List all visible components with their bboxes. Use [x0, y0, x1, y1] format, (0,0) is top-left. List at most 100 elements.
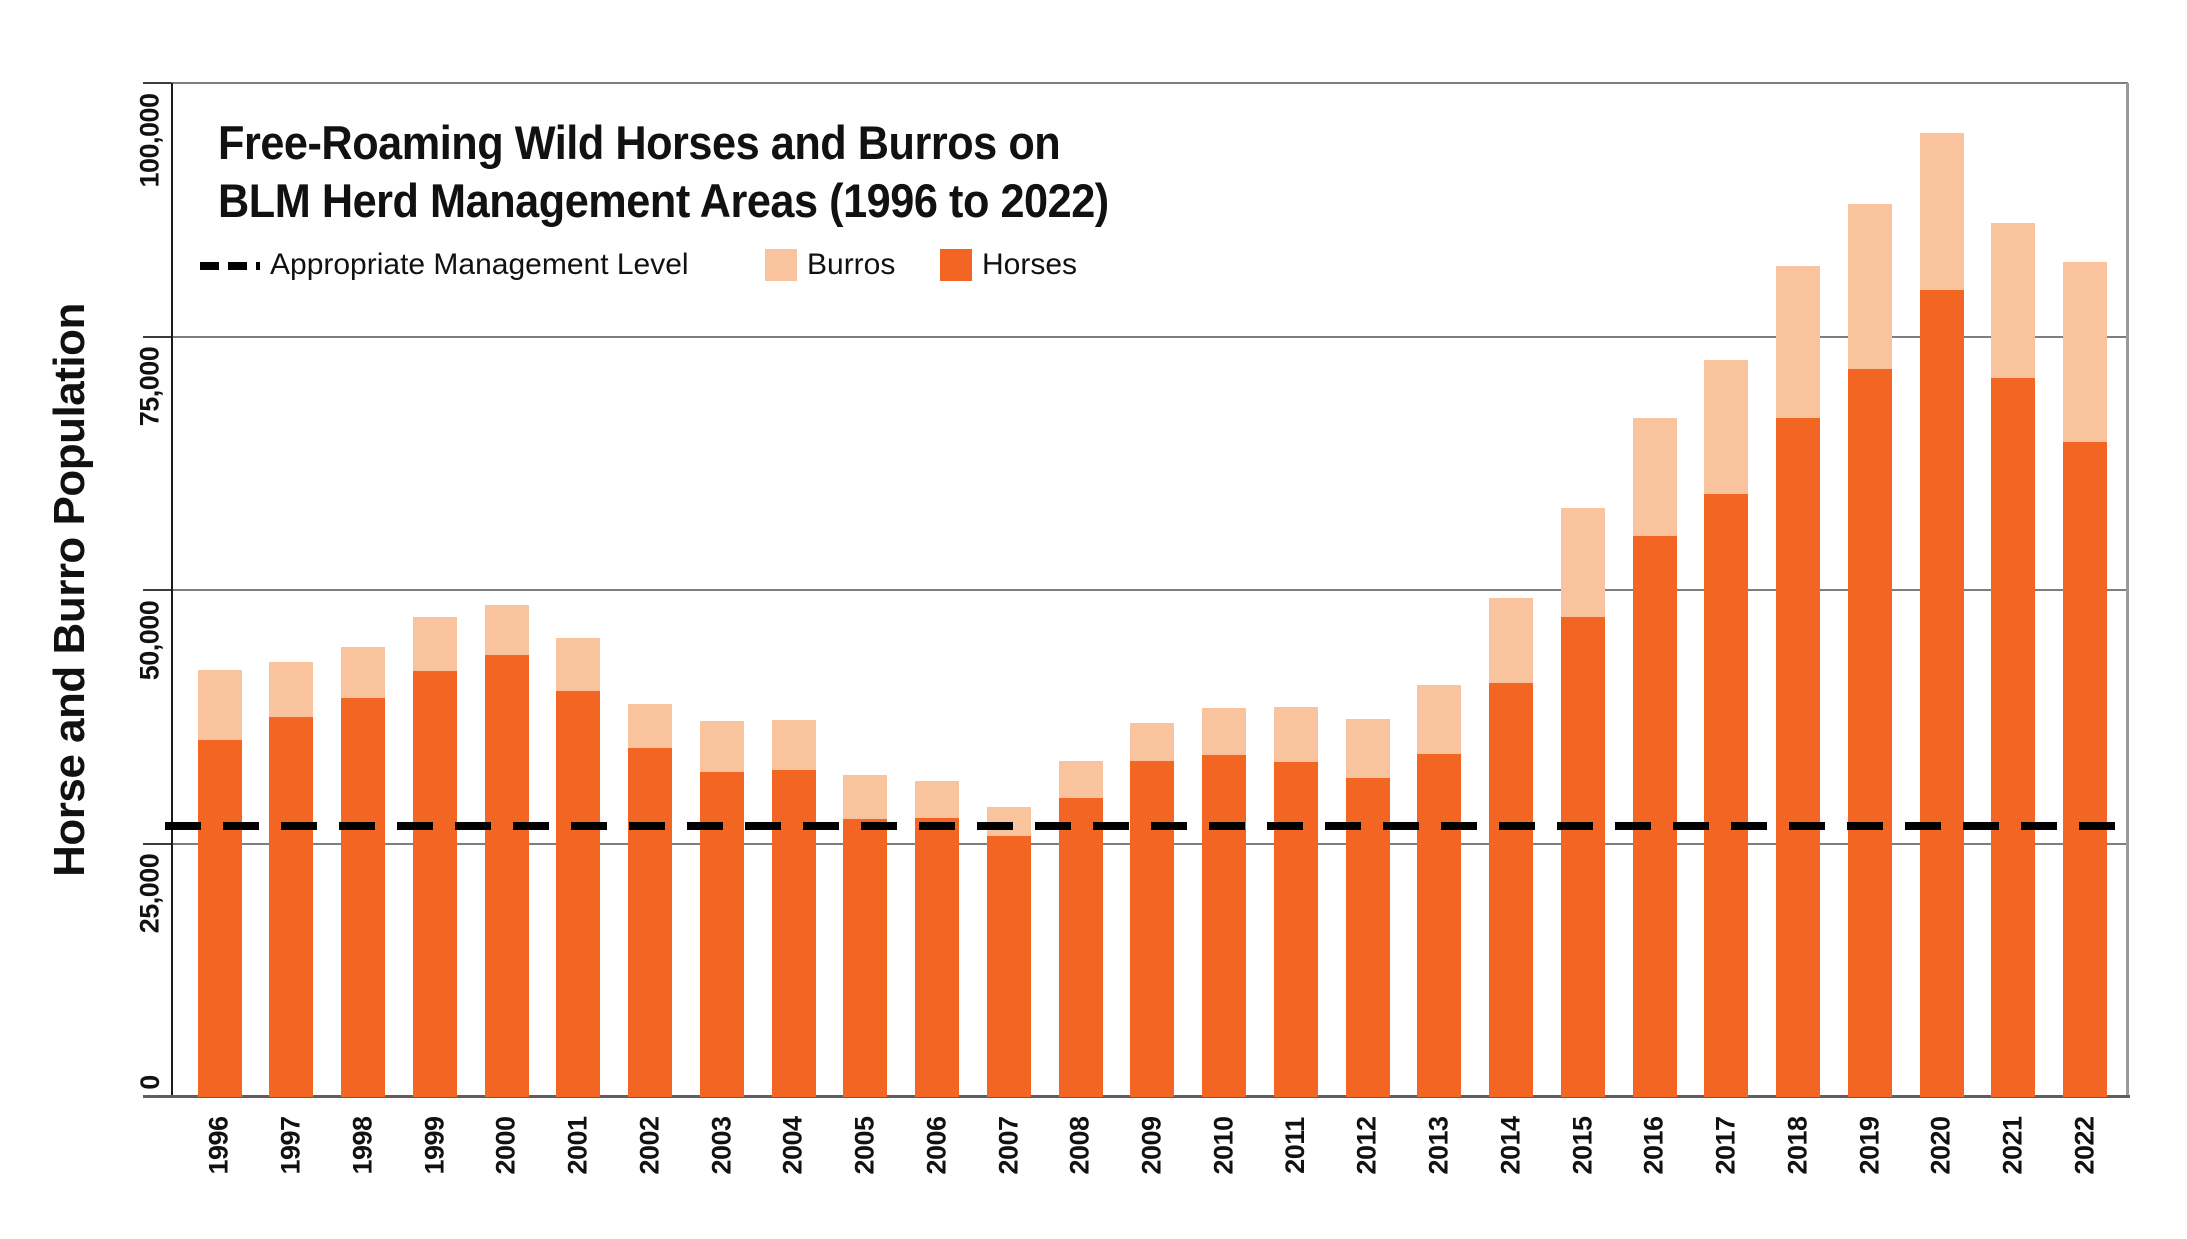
x-tick-label-text: 2022	[2069, 1115, 2100, 1175]
x-tick-label-2016: 2016	[1635, 1105, 1675, 1185]
x-tick-label-text: 2001	[562, 1115, 593, 1175]
bar-2010-horses	[1202, 755, 1246, 1097]
x-tick-label-text: 2016	[1639, 1115, 1670, 1175]
bar-2020-burros	[1919, 132, 1964, 290]
x-tick-label-text: 2012	[1352, 1115, 1383, 1175]
bar-2003-burros	[699, 720, 744, 772]
bar-2016-burros	[1632, 417, 1677, 537]
bar-2006-burros	[915, 780, 959, 819]
aml-dash-icon	[200, 262, 260, 270]
gridline-75000	[171, 335, 2128, 338]
bar-2013-burros	[1417, 685, 1462, 755]
x-tick-label-text: 2019	[1854, 1115, 1885, 1175]
y-tick-25000	[143, 842, 171, 845]
x-tick-label-2017: 2017	[1706, 1105, 1746, 1185]
x-tick-label-1996: 1996	[200, 1105, 240, 1185]
bar-2002-burros	[628, 703, 672, 749]
bar-2018-burros	[1776, 265, 1820, 418]
x-tick-label-2014: 2014	[1491, 1105, 1531, 1185]
bar-2009-burros	[1130, 722, 1175, 762]
bar-2011-horses	[1273, 762, 1318, 1097]
y-tick-label-75,000: 75,000	[130, 347, 170, 427]
bar-2010-burros	[1202, 707, 1246, 756]
bar-2009-horses	[1130, 761, 1175, 1097]
x-tick-label-text: 2017	[1710, 1115, 1741, 1175]
x-tick-label-2004: 2004	[774, 1105, 814, 1185]
bar-2013-horses	[1417, 754, 1462, 1097]
x-tick-label-text: 1998	[347, 1115, 378, 1175]
bar-2006-horses	[915, 818, 959, 1097]
bar-2002-horses	[628, 748, 672, 1097]
x-tick-label-2006: 2006	[917, 1105, 957, 1185]
x-tick-label-text: 2010	[1208, 1115, 1239, 1175]
bar-2014-burros	[1489, 598, 1533, 684]
bar-2008-horses	[1058, 797, 1103, 1097]
bar-1998-horses	[341, 697, 385, 1097]
aml-reference-line	[165, 822, 2126, 831]
bar-2001-burros	[556, 637, 601, 692]
bar-2021-horses	[1991, 378, 2036, 1097]
x-tick-label-text: 2021	[1997, 1115, 2028, 1175]
x-tick-label-2000: 2000	[487, 1105, 527, 1185]
x-tick-label-text: 2014	[1495, 1115, 1526, 1175]
y-tick-50000	[143, 589, 171, 591]
x-tick-label-text: 2008	[1065, 1115, 1096, 1175]
x-tick-label-text: 2002	[634, 1115, 665, 1175]
x-tick-label-text: 2005	[849, 1115, 880, 1175]
bar-2001-horses	[556, 691, 601, 1097]
legend-burros-swatch	[765, 249, 797, 281]
y-tick-label-50,000: 50,000	[130, 600, 170, 680]
legend-horses-label: Horses	[982, 248, 1078, 281]
chart-title-line2: BLM Herd Management Areas (1996 to 2022)	[218, 174, 1109, 227]
x-tick-label-2005: 2005	[845, 1105, 885, 1185]
y-axis-title-text: Horse and Burro Population	[45, 303, 95, 877]
bar-2021-burros	[1991, 223, 2036, 379]
bar-2019-burros	[1847, 203, 1892, 369]
x-tick-label-2019: 2019	[1850, 1105, 1890, 1185]
y-axis-title: Horse and Burro Population	[18, 83, 122, 1097]
x-tick-label-text: 2006	[921, 1115, 952, 1175]
x-tick-label-2001: 2001	[558, 1105, 598, 1185]
bar-2014-horses	[1489, 683, 1533, 1097]
x-tick-label-2008: 2008	[1061, 1105, 1101, 1185]
bar-1996-burros	[197, 670, 242, 741]
x-tick-label-2022: 2022	[2065, 1105, 2105, 1185]
bar-2012-horses	[1345, 777, 1390, 1097]
x-tick-label-text: 2011	[1280, 1116, 1311, 1174]
bar-2000-horses	[484, 654, 529, 1097]
gridline-50000	[171, 589, 2128, 591]
bar-2007-burros	[986, 807, 1031, 837]
x-tick-label-2018: 2018	[1778, 1105, 1818, 1185]
y-tick-label-0: 0	[130, 1062, 170, 1102]
x-tick-label-1999: 1999	[415, 1105, 455, 1185]
chart-title: Free-Roaming Wild Horses and Burros on B…	[218, 114, 1109, 230]
x-tick-label-text: 2000	[491, 1115, 522, 1175]
legend-aml-item: Appropriate Management Level	[270, 248, 689, 282]
x-tick-label-2013: 2013	[1419, 1105, 1459, 1185]
x-tick-label-2002: 2002	[630, 1105, 670, 1185]
x-tick-label-text: 2007	[993, 1115, 1024, 1175]
x-tick-label-2011: 2011	[1276, 1105, 1316, 1185]
x-tick-label-2007: 2007	[989, 1105, 1029, 1185]
bar-2005-horses	[843, 819, 888, 1097]
x-tick-label-text: 1999	[419, 1115, 450, 1175]
x-tick-label-text: 2013	[1423, 1115, 1454, 1175]
bar-2018-horses	[1776, 417, 1820, 1097]
x-tick-label-2010: 2010	[1204, 1105, 1244, 1185]
x-tick-label-text: 2009	[1136, 1115, 1167, 1175]
x-tick-label-2015: 2015	[1563, 1105, 1603, 1185]
bar-2000-burros	[484, 605, 529, 655]
legend-aml-label: Appropriate Management Level	[270, 248, 689, 281]
bar-2012-burros	[1345, 718, 1390, 778]
bar-2004-horses	[771, 769, 816, 1097]
y-tick-label-text: 100,000	[134, 92, 165, 188]
y-tick-label-text: 50,000	[134, 600, 165, 680]
bar-1997-horses	[269, 716, 314, 1097]
bar-2004-burros	[771, 719, 816, 770]
bar-2008-burros	[1058, 761, 1103, 798]
legend-horses-item: Horses	[982, 248, 1077, 282]
bar-2022-burros	[2063, 261, 2107, 442]
x-tick-label-text: 2003	[706, 1115, 737, 1175]
x-tick-label-2020: 2020	[1922, 1105, 1962, 1185]
